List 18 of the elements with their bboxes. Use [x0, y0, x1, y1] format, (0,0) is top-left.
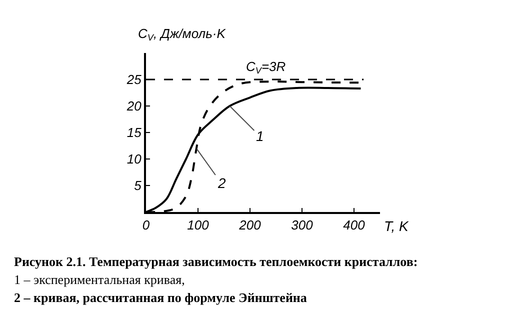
- x-axis-title: T, K: [384, 218, 410, 234]
- y-axis-title: C$_{V}$, Дж/моль·K: [138, 26, 227, 43]
- y-tick-label: 15: [126, 125, 142, 140]
- x-tick-label: 300: [291, 218, 314, 233]
- text: 1 – экспериментальная кривая,: [14, 272, 185, 287]
- series-label: 2: [217, 175, 226, 191]
- text: 1: [256, 128, 264, 144]
- text: Рисунок 2.1. Температурная зависимость теплоемкости кристаллов:: [14, 254, 418, 269]
- x-tick-label: 200: [238, 218, 262, 233]
- x-tick-label: 0: [142, 218, 150, 233]
- y-tick-label: 5: [134, 178, 142, 194]
- y-tick-label: 25: [126, 72, 142, 88]
- y-tick-label: 20: [126, 98, 142, 114]
- x-tick-label: 100: [187, 218, 210, 233]
- annotation: C$_{V}$=3R: [246, 59, 286, 76]
- y-tick-label: 10: [126, 152, 142, 167]
- text: 2 – кривая, рассчитанная по формуле Эйнштейна: [14, 290, 308, 305]
- x-tick-label: 400: [343, 218, 366, 233]
